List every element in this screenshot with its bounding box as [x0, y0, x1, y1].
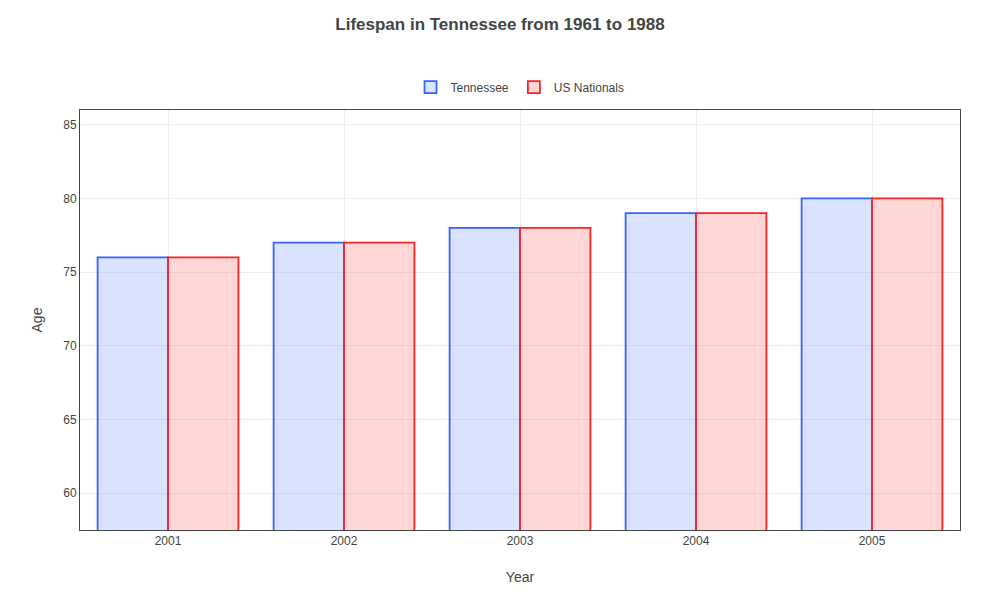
svg-text:2004: 2004	[683, 534, 710, 548]
svg-text:70: 70	[63, 339, 77, 353]
svg-text:75: 75	[63, 265, 77, 279]
svg-text:80: 80	[63, 192, 77, 206]
svg-text:60: 60	[63, 486, 77, 500]
svg-text:US Nationals: US Nationals	[554, 81, 624, 95]
svg-text:2003: 2003	[507, 534, 534, 548]
svg-text:2002: 2002	[331, 534, 358, 548]
svg-text:Lifespan in Tennessee from 196: Lifespan in Tennessee from 1961 to 1988	[335, 15, 664, 34]
svg-text:2001: 2001	[155, 534, 182, 548]
svg-text:2005: 2005	[859, 534, 886, 548]
svg-text:Tennessee: Tennessee	[451, 81, 509, 95]
svg-text:65: 65	[63, 413, 77, 427]
svg-text:Age: Age	[29, 307, 45, 332]
svg-text:Year: Year	[506, 569, 535, 585]
svg-text:85: 85	[63, 118, 77, 132]
